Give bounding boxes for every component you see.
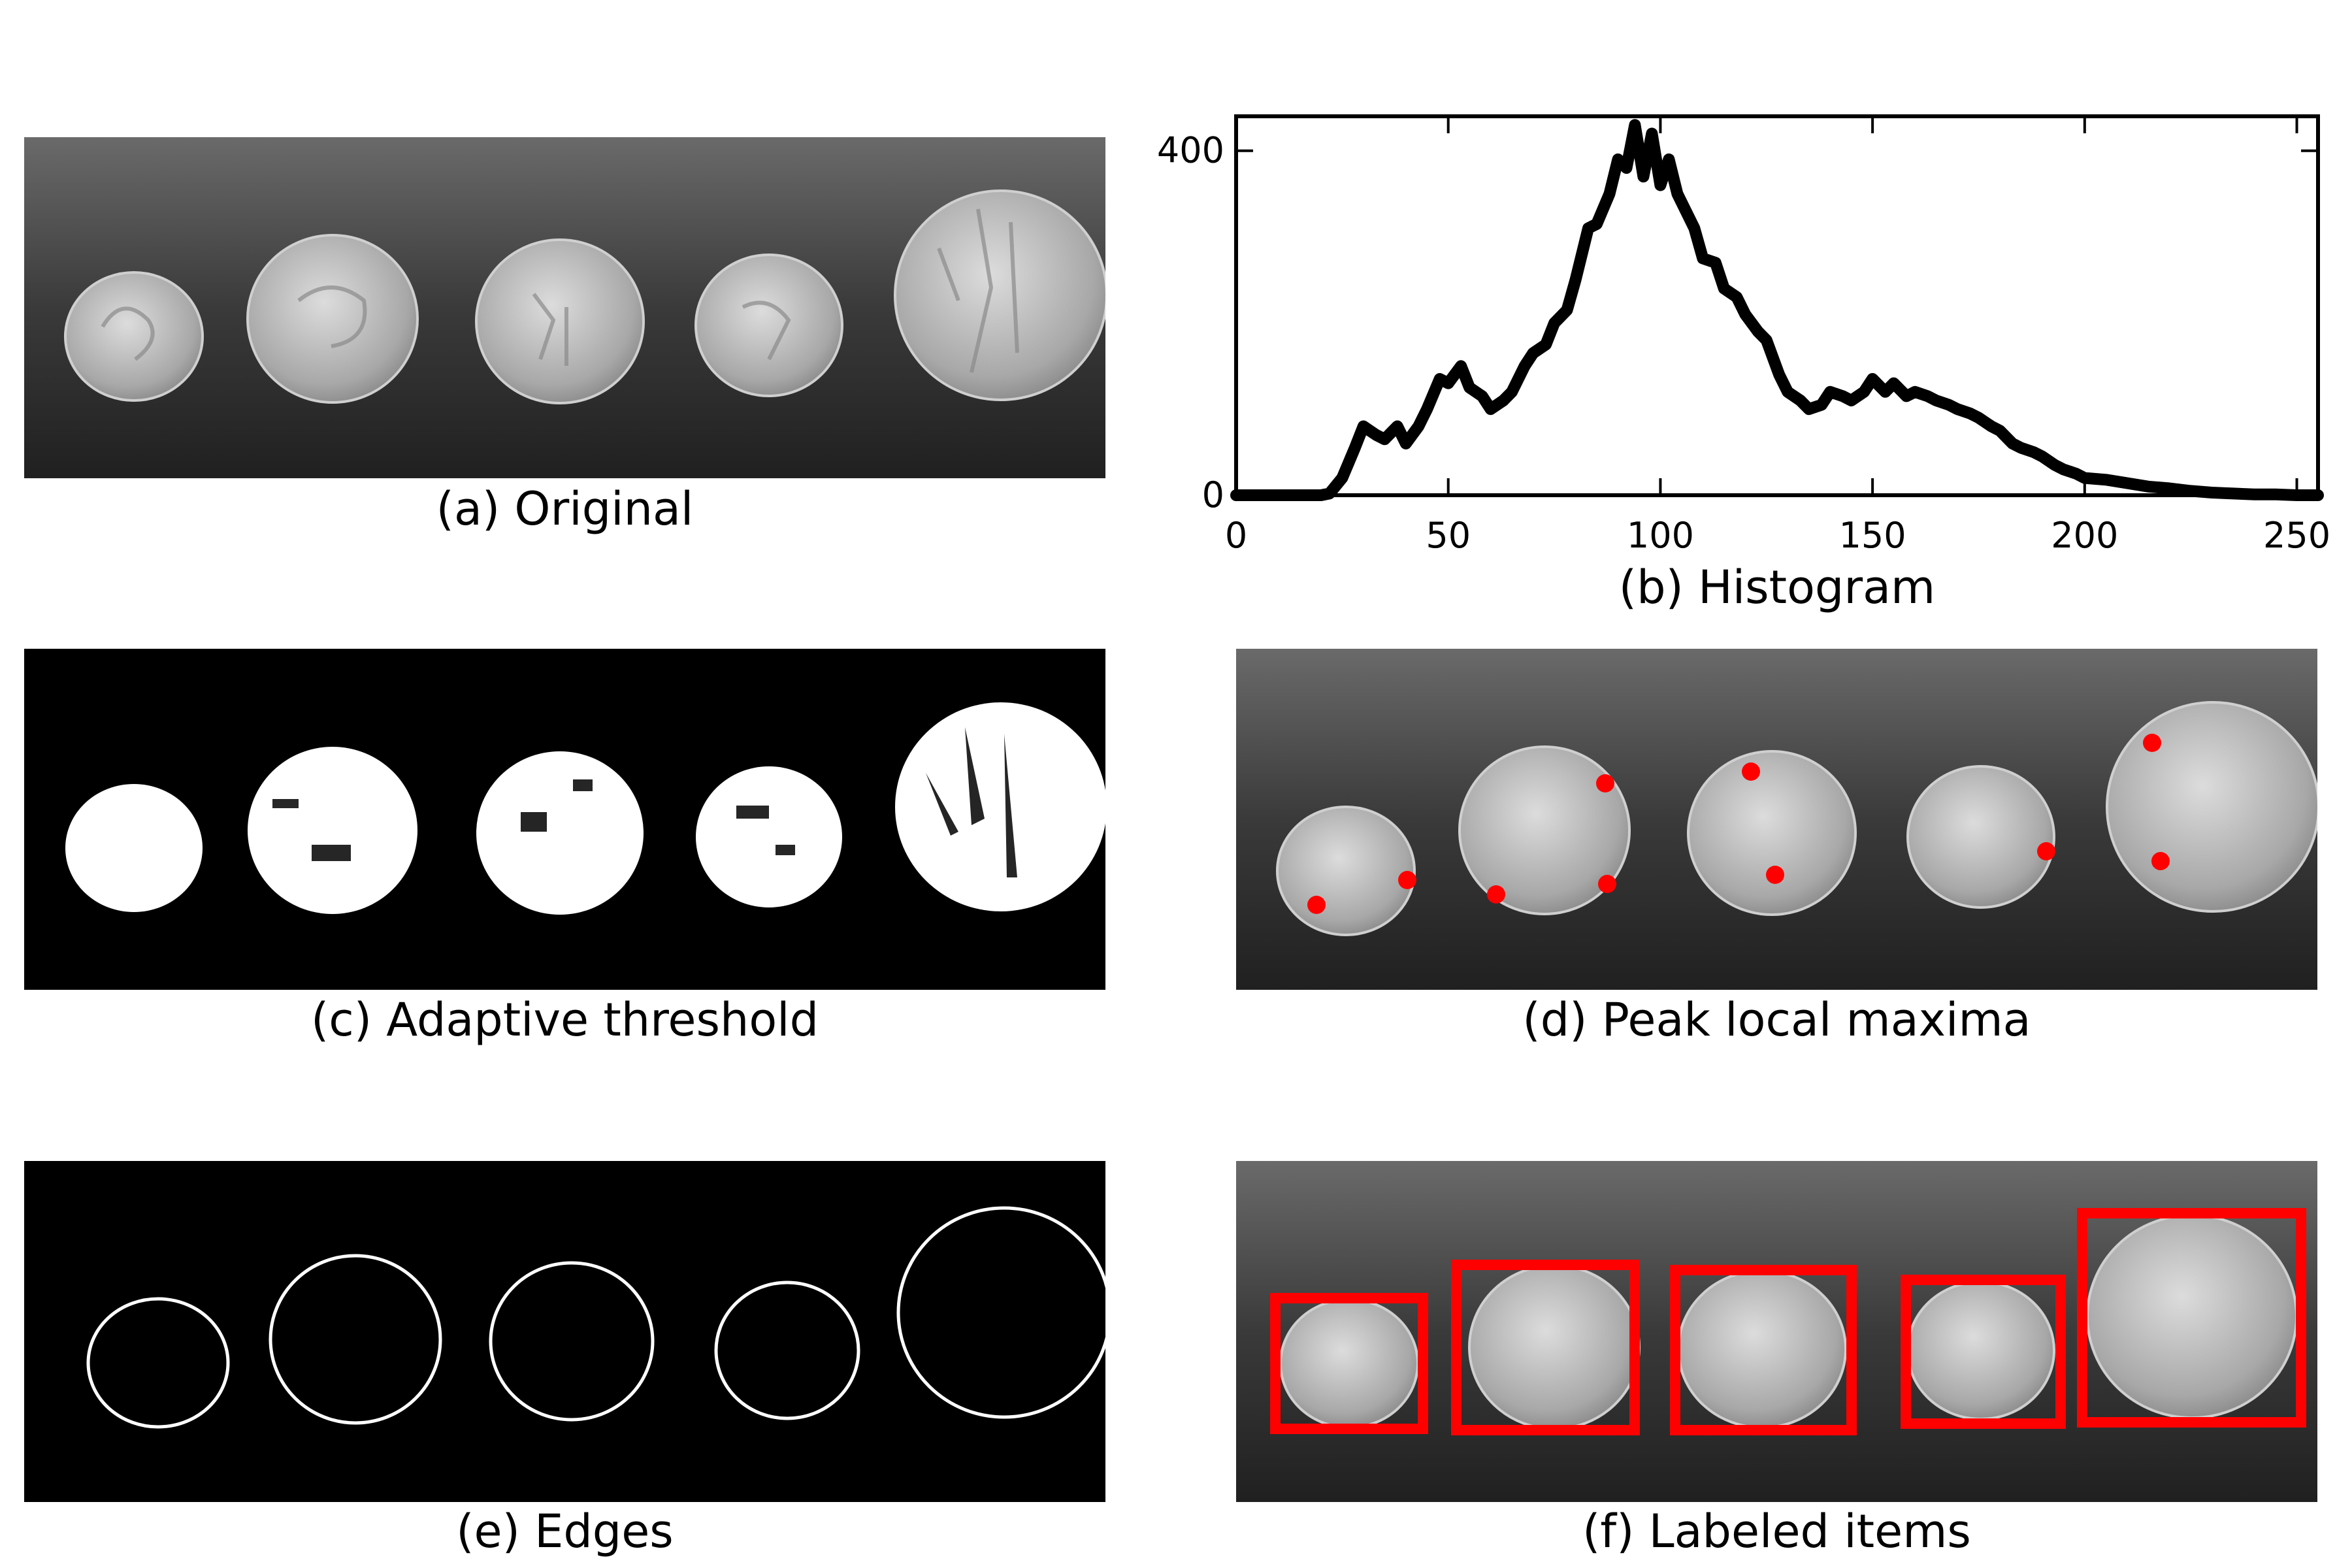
original-image <box>24 137 1108 478</box>
edges-image-panel <box>24 1161 1112 1502</box>
bounding-box <box>2077 1208 2306 1428</box>
x-tick-label: 200 <box>2051 515 2118 556</box>
bounding-box <box>1270 1293 1428 1434</box>
caption-threshold: (c) Adaptive threshold <box>310 993 819 1047</box>
labeled-image-panel <box>1236 1161 2317 1502</box>
peak-marker <box>1766 866 1784 884</box>
labeled-image <box>1236 1161 2317 1502</box>
x-tick-label: 150 <box>1839 515 1906 556</box>
bounding-boxes <box>1270 1208 2306 1435</box>
peak-marker <box>1742 762 1760 781</box>
peak-markers <box>1307 734 2170 914</box>
peaks-image-panel <box>1236 649 2320 990</box>
peak-marker <box>1598 875 1616 893</box>
peak-marker <box>2143 734 2161 752</box>
peak-marker <box>1487 885 1505 904</box>
histogram-chart: 0 50 100 150 200 250 0 400 <box>1157 114 2330 556</box>
peak-marker <box>1398 871 1416 889</box>
coin-shapes <box>64 189 1108 404</box>
peak-marker <box>1596 774 1614 792</box>
caption-histogram: (b) Histogram <box>1618 561 1936 614</box>
caption-peaks: (d) Peak local maxima <box>1522 993 2031 1047</box>
peak-marker <box>2151 852 2170 870</box>
caption-edges: (e) Edges <box>456 1505 674 1558</box>
x-tick-label: 50 <box>1426 515 1471 556</box>
threshold-image-panel <box>24 649 1107 990</box>
edges-image <box>24 1161 1112 1502</box>
x-tick-label: 100 <box>1627 515 1694 556</box>
original-image-panel <box>24 137 1108 478</box>
histogram-series-line <box>1230 119 2324 501</box>
x-tick-label: 250 <box>2263 515 2330 556</box>
x-tick-label: 0 <box>1225 515 1247 556</box>
y-tick-label: 400 <box>1157 130 1224 171</box>
peak-marker <box>2037 842 2055 860</box>
histogram-panel: 0 50 100 150 200 250 0 400 <box>1124 105 2339 575</box>
threshold-image <box>24 649 1107 990</box>
plot-frame <box>1234 114 2320 497</box>
peaks-image <box>1236 649 2320 990</box>
bounding-box <box>1451 1260 1640 1435</box>
caption-original: (a) Original <box>436 482 694 536</box>
peak-marker <box>1307 896 1326 914</box>
y-tick-label: 0 <box>1202 474 1224 515</box>
bounding-box <box>1901 1275 2066 1429</box>
caption-labeled: (f) Labeled items <box>1582 1505 1971 1558</box>
bounding-box <box>1670 1265 1857 1435</box>
